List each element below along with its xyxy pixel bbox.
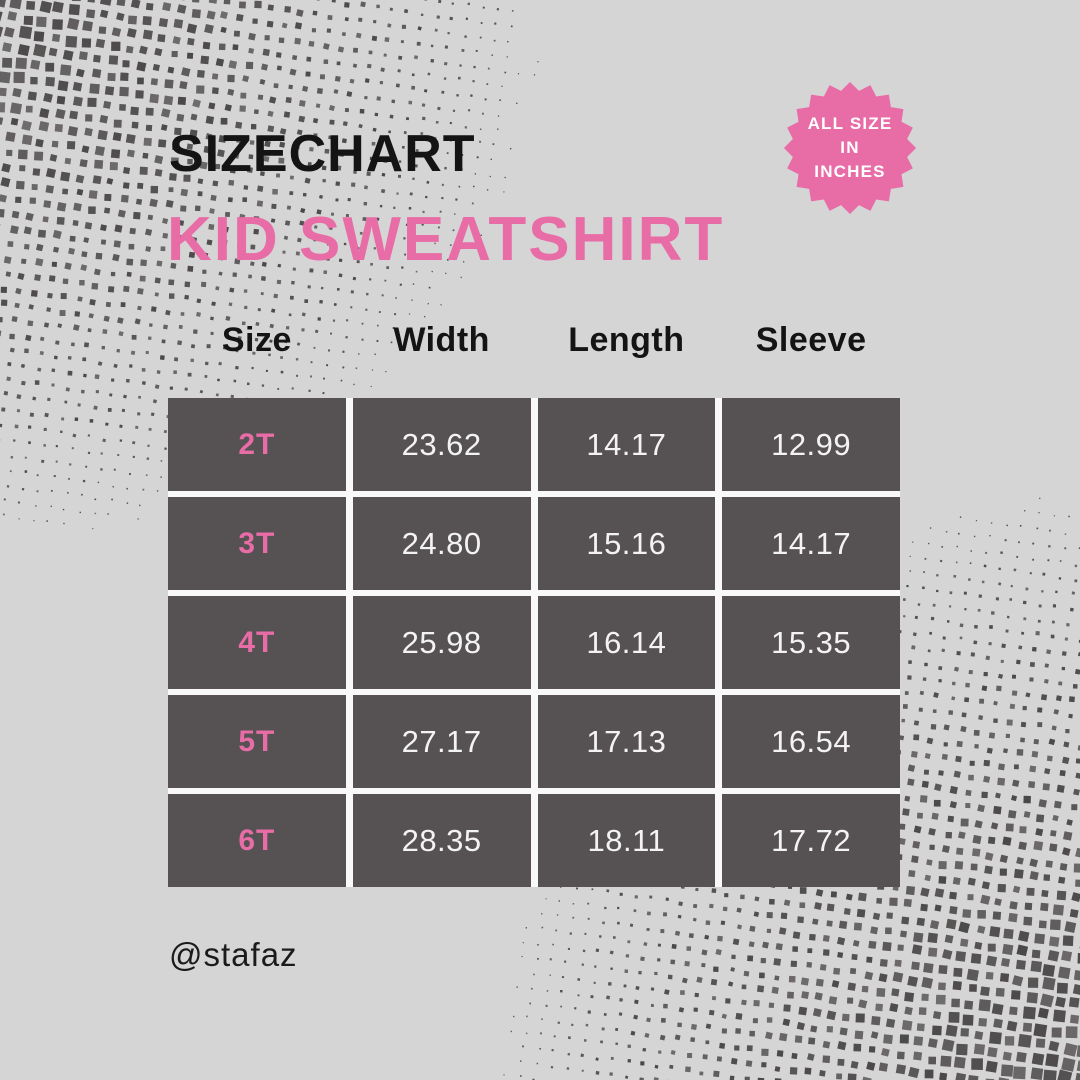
starburst-icon (783, 81, 917, 215)
measurement-cell: 18.11 (537, 794, 716, 887)
product-title: KID SWEATSHIRT (167, 205, 725, 274)
column-header: Size (221, 320, 292, 359)
badge-line: IN (840, 138, 860, 157)
column-header: Sleeve (755, 320, 867, 359)
column-header: Length (568, 320, 685, 359)
measurement-cell: 15.16 (537, 497, 716, 590)
measurement-cell: 15.35 (722, 596, 900, 689)
measurement-cell: 14.17 (537, 398, 716, 491)
measurement-cell: 14.17 (722, 497, 900, 590)
column-header: Width (393, 320, 490, 359)
size-table: 2T 23.62 14.17 12.99 3T 24.80 15.16 14.17 4T 25.9… (168, 398, 900, 887)
measurement-cell: 27.17 (352, 695, 531, 788)
size-cell: 4T (168, 596, 346, 689)
measurement-cell: 17.13 (537, 695, 716, 788)
measurement-cell: 16.14 (537, 596, 716, 689)
measurement-cell: 17.72 (722, 794, 900, 887)
size-cell: 3T (168, 497, 346, 590)
table-header-row: Size Width Length Sleeve (168, 316, 900, 364)
badge-line: INCHES (814, 162, 886, 181)
badge-text: ALL SIZE IN INCHES (782, 80, 918, 216)
measurement-cell: 24.80 (352, 497, 531, 590)
measurement-cell: 25.98 (352, 596, 531, 689)
brand-handle: @stafaz (169, 936, 298, 973)
measurement-cell: 16.54 (722, 695, 900, 788)
page-title: SIZECHART (169, 125, 476, 183)
badge-line: ALL SIZE (807, 114, 893, 133)
measurement-cell: 12.99 (722, 398, 900, 491)
size-cell: 5T (168, 695, 346, 788)
size-cell: 2T (168, 398, 346, 491)
measurement-cell: 23.62 (352, 398, 531, 491)
inches-badge: ALL SIZE IN INCHES (782, 80, 918, 216)
measurement-cell: 28.35 (352, 794, 531, 887)
size-cell: 6T (168, 794, 346, 887)
